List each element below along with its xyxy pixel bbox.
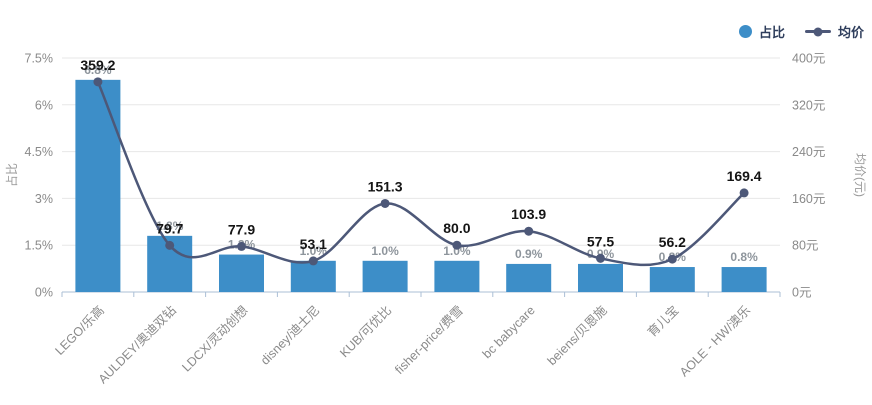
bar-9[interactable] xyxy=(721,267,767,292)
circle-icon xyxy=(738,25,752,38)
left-axis-title: 占比 xyxy=(4,163,19,187)
price-value-label: 77.9 xyxy=(228,221,255,237)
bar-value-label: 1.8% xyxy=(156,219,184,233)
bar-value-label: 1.0% xyxy=(443,244,471,258)
x-axis-category-label: KUB/可优比 xyxy=(337,303,394,360)
bar-0[interactable] xyxy=(75,79,121,292)
bar-value-label: 0.8% xyxy=(730,250,758,264)
line-point-7[interactable] xyxy=(596,253,605,263)
price-value-label: 151.3 xyxy=(368,178,403,194)
bar-3[interactable] xyxy=(290,260,336,292)
price-value-label: 359.2 xyxy=(80,57,115,73)
right-axis-title: 均价(元) xyxy=(853,153,867,197)
x-axis-category-label: LDCX/灵动创想 xyxy=(179,303,251,375)
right-axis-tick-label: 240元 xyxy=(792,145,825,159)
x-axis-category-label: beiens/贝恩施 xyxy=(545,303,610,368)
x-axis-category-label: bc babycare xyxy=(480,303,538,361)
bar-6[interactable] xyxy=(506,263,552,292)
price-value-label: 169.4 xyxy=(727,168,762,184)
line-point-8[interactable] xyxy=(667,254,677,264)
bar-value-label: 0.9% xyxy=(515,247,543,261)
x-axis-category-label: AULDEY/奥迪双钻 xyxy=(95,303,179,387)
right-axis-tick-label: 0元 xyxy=(792,286,811,300)
price-value-label: 57.5 xyxy=(587,233,614,249)
price-value-label: 53.1 xyxy=(300,236,327,252)
left-axis-tick-label: 4.5% xyxy=(25,145,54,159)
bar-8[interactable] xyxy=(649,267,695,292)
line-point-1[interactable] xyxy=(165,240,175,250)
line-dot-icon xyxy=(804,27,831,36)
bar-value-label: 1.0% xyxy=(300,244,328,258)
right-axis-tick-label: 160元 xyxy=(792,192,825,206)
legend-item-share[interactable]: 占比 xyxy=(738,22,785,41)
x-axis-category-label: LEGO/乐高 xyxy=(52,303,107,358)
x-axis-category-label: fisher-price/费雪 xyxy=(392,303,466,377)
bar-4[interactable] xyxy=(362,260,408,292)
price-value-label: 56.2 xyxy=(659,234,686,250)
left-axis-tick-label: 6% xyxy=(35,98,53,112)
chart-legend: 占比 均价 xyxy=(738,22,864,41)
price-value-label: 80.0 xyxy=(443,220,470,236)
bar-value-label: 1.0% xyxy=(371,244,399,258)
bar-5[interactable] xyxy=(434,260,480,292)
line-point-6[interactable] xyxy=(524,226,534,236)
price-value-label: 103.9 xyxy=(511,206,546,222)
bar-7[interactable] xyxy=(578,263,623,292)
line-point-2[interactable] xyxy=(237,241,246,251)
x-axis-category-label: 育儿宝 xyxy=(644,303,681,340)
x-axis-category-label: disney/迪士尼 xyxy=(258,303,322,367)
right-axis-tick-label: 80元 xyxy=(792,239,818,253)
line-point-3[interactable] xyxy=(308,256,318,266)
left-axis-tick-label: 1.5% xyxy=(25,239,54,253)
legend-label-share: 占比 xyxy=(758,25,785,40)
bar-2[interactable] xyxy=(219,254,264,292)
left-axis-tick-label: 7.5% xyxy=(25,52,54,66)
left-axis-tick-label: 3% xyxy=(35,192,53,206)
right-axis-tick-label: 400元 xyxy=(792,52,825,66)
x-axis-category-label: AOLE - HW/澳乐 xyxy=(677,303,753,379)
line-point-4[interactable] xyxy=(380,198,390,208)
legend-label-price: 均价 xyxy=(837,25,864,40)
bar-value-label: 6.8% xyxy=(84,63,112,77)
legend-item-price[interactable]: 均价 xyxy=(804,22,864,41)
line-point-9[interactable] xyxy=(739,188,749,198)
line-point-0[interactable] xyxy=(93,77,103,87)
left-axis-tick-label: 0% xyxy=(35,286,53,300)
line-point-5[interactable] xyxy=(452,240,462,250)
right-axis-tick-label: 320元 xyxy=(792,98,825,112)
price-line xyxy=(96,81,745,267)
price-value-label: 79.7 xyxy=(156,220,183,236)
